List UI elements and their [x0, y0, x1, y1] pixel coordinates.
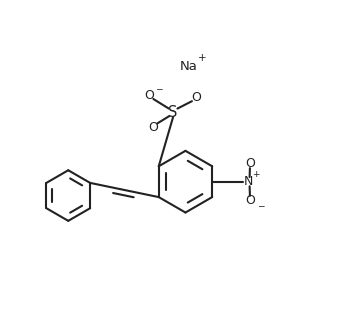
Text: O: O — [144, 89, 154, 102]
Text: O: O — [148, 121, 158, 133]
Text: +: + — [197, 53, 206, 63]
Text: O: O — [245, 194, 255, 207]
Text: Na: Na — [180, 60, 197, 73]
Text: O: O — [245, 157, 255, 170]
Text: S: S — [168, 105, 178, 120]
Text: O: O — [191, 91, 201, 104]
Text: −: − — [155, 84, 163, 93]
Text: +: + — [252, 171, 259, 179]
Text: −: − — [257, 201, 264, 210]
Text: N: N — [244, 175, 253, 188]
